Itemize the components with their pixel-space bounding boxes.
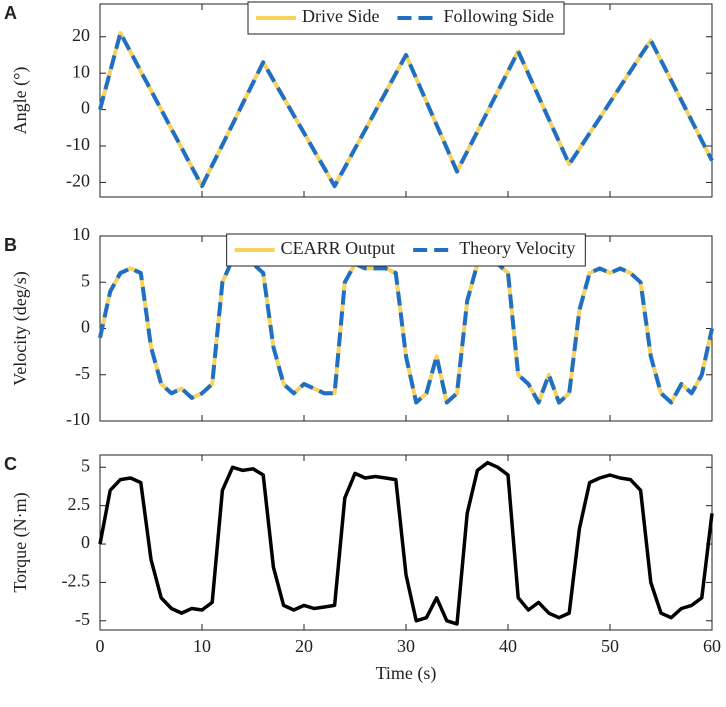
legend-box (226, 233, 586, 267)
y-tick-label: 10 (72, 224, 90, 244)
y-tick-label: 10 (72, 61, 90, 81)
x-tick-label: 40 (499, 636, 517, 656)
y-tick-label: 0 (81, 98, 90, 118)
y-tick-label: 5 (81, 270, 90, 290)
y-axis-label: Velocity (deg/s) (10, 271, 31, 385)
y-tick-label: 20 (72, 25, 90, 45)
legend-label: Following Side (443, 6, 554, 26)
series-line (98, 31, 714, 189)
legend: Drive Side Following Side (247, 1, 565, 35)
panel-label: A (4, 3, 17, 23)
x-tick-label: 60 (703, 636, 721, 656)
series-line (98, 252, 714, 405)
panel-label: B (4, 235, 17, 255)
y-tick-label: 0 (81, 532, 90, 552)
panel-label: C (4, 454, 17, 474)
x-tick-label: 30 (397, 636, 415, 656)
legend-label: Theory Velocity (459, 238, 575, 258)
y-tick-label: -10 (66, 134, 90, 154)
y-tick-label: -10 (66, 409, 90, 429)
legend: CEARR Output Theory Velocity (226, 233, 586, 267)
y-tick-label: -5 (75, 363, 90, 383)
legend-label: CEARR Output (281, 238, 396, 258)
y-tick-label: -2.5 (62, 571, 91, 591)
y-tick-label: 2.5 (68, 494, 91, 514)
x-tick-label: 10 (193, 636, 211, 656)
y-tick-label: 5 (81, 455, 90, 475)
x-tick-label: 50 (601, 636, 619, 656)
y-axis-label: Angle (°) (10, 67, 31, 135)
series-line (98, 460, 714, 626)
y-tick-label: -5 (75, 609, 90, 629)
plot-frame (99, 454, 713, 631)
x-tick-label: 20 (295, 636, 313, 656)
series-line (98, 252, 714, 405)
y-tick-label: 0 (81, 317, 90, 337)
y-axis-label: Torque (N·m) (10, 492, 31, 592)
legend-label: Drive Side (302, 6, 379, 26)
y-tick-label: -20 (66, 171, 90, 191)
x-axis-label: Time (s) (376, 663, 437, 684)
x-tick-label: 0 (96, 636, 105, 656)
